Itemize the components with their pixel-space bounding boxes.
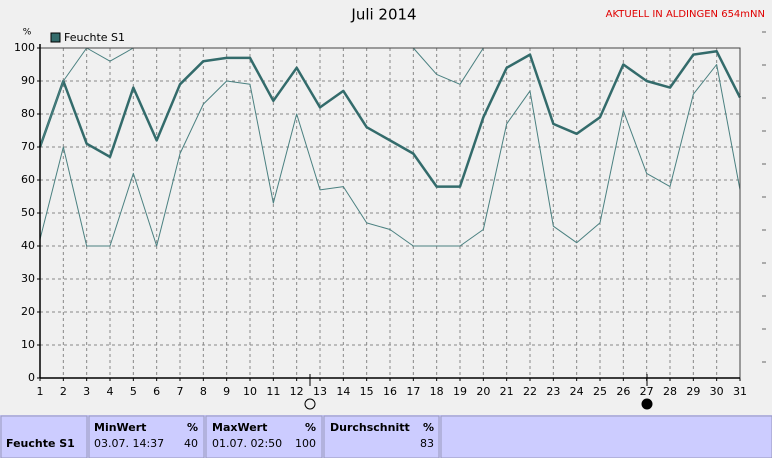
legend-label: Feuchte S1 xyxy=(64,31,125,44)
x-tick-label: 3 xyxy=(83,385,90,398)
x-tick-label: 9 xyxy=(223,385,230,398)
x-tick-label: 4 xyxy=(107,385,114,398)
table-cell-text: 83 xyxy=(420,437,434,450)
x-tick-label: 23 xyxy=(546,385,560,398)
summary-table: MinWert% MaxWert% Durchschnitt % Feuchte S1 0… xyxy=(0,415,772,458)
x-tick-label: 26 xyxy=(616,385,630,398)
y-tick-label: 20 xyxy=(21,305,35,318)
column-header: % xyxy=(305,421,316,434)
x-tick-label: 14 xyxy=(336,385,350,398)
table-cell xyxy=(205,415,323,458)
x-tick-label: 19 xyxy=(453,385,467,398)
x-tick-label: 31 xyxy=(733,385,747,398)
x-tick-label: 15 xyxy=(360,385,374,398)
y-axis-label: % xyxy=(23,28,32,38)
x-tick-label: 22 xyxy=(523,385,537,398)
y-tick-label: 40 xyxy=(21,239,35,252)
table-cell-text: 03.07. 14:37 xyxy=(94,437,164,450)
y-tick-label: 0 xyxy=(28,371,35,384)
table-cell-text: 40 xyxy=(184,437,198,450)
x-tick-label: 1 xyxy=(37,385,44,398)
x-tick-label: 18 xyxy=(430,385,444,398)
y-tick-label: 50 xyxy=(21,206,35,219)
column-header: % xyxy=(423,421,434,434)
x-tick-label: 24 xyxy=(570,385,584,398)
legend-swatch xyxy=(50,32,61,43)
table-cell xyxy=(440,415,772,458)
column-header: MinWert xyxy=(94,421,146,434)
column-header: MaxWert xyxy=(212,421,267,434)
x-tick-label: 13 xyxy=(313,385,327,398)
x-tick-label: 7 xyxy=(177,385,184,398)
column-header: Durchschnitt xyxy=(330,421,410,434)
x-tick-label: 8 xyxy=(200,385,207,398)
x-tick-label: 17 xyxy=(406,385,420,398)
moon-new xyxy=(641,398,653,410)
y-tick-label: 100 xyxy=(14,41,35,54)
y-tick-label: 60 xyxy=(21,173,35,186)
column-header: % xyxy=(187,421,198,434)
annotation: AKTUELL IN ALDINGEN 654mNN xyxy=(606,9,765,20)
table-cell-text: 01.07. 02:50 xyxy=(212,437,282,450)
x-tick-label: 11 xyxy=(266,385,280,398)
y-tick-label: 90 xyxy=(21,74,35,87)
chart-title: Juli 2014 xyxy=(350,6,416,24)
y-tick-label: 30 xyxy=(21,272,35,285)
x-tick-label: 2 xyxy=(60,385,67,398)
table-cell xyxy=(323,415,440,458)
moon-full xyxy=(304,398,316,410)
x-tick-label: 6 xyxy=(153,385,160,398)
x-tick-label: 30 xyxy=(710,385,724,398)
y-tick-label: 10 xyxy=(21,338,35,351)
x-tick-label: 27 xyxy=(640,385,654,398)
series-line xyxy=(38,50,742,188)
x-tick-label: 25 xyxy=(593,385,607,398)
x-tick-label: 12 xyxy=(290,385,304,398)
x-tick-label: 28 xyxy=(663,385,677,398)
x-tick-label: 29 xyxy=(686,385,700,398)
x-tick-label: 5 xyxy=(130,385,137,398)
table-cell-text: Feuchte S1 xyxy=(6,437,75,450)
x-tick-label: 21 xyxy=(500,385,514,398)
table-cell-text: 100 xyxy=(295,437,316,450)
x-tick-label: 16 xyxy=(383,385,397,398)
table-cell xyxy=(0,415,88,458)
table-cell xyxy=(88,415,205,458)
x-tick-label: 10 xyxy=(243,385,257,398)
y-tick-label: 70 xyxy=(21,140,35,153)
series-line xyxy=(39,64,741,247)
y-tick-label: 80 xyxy=(21,107,35,120)
x-tick-label: 20 xyxy=(476,385,490,398)
